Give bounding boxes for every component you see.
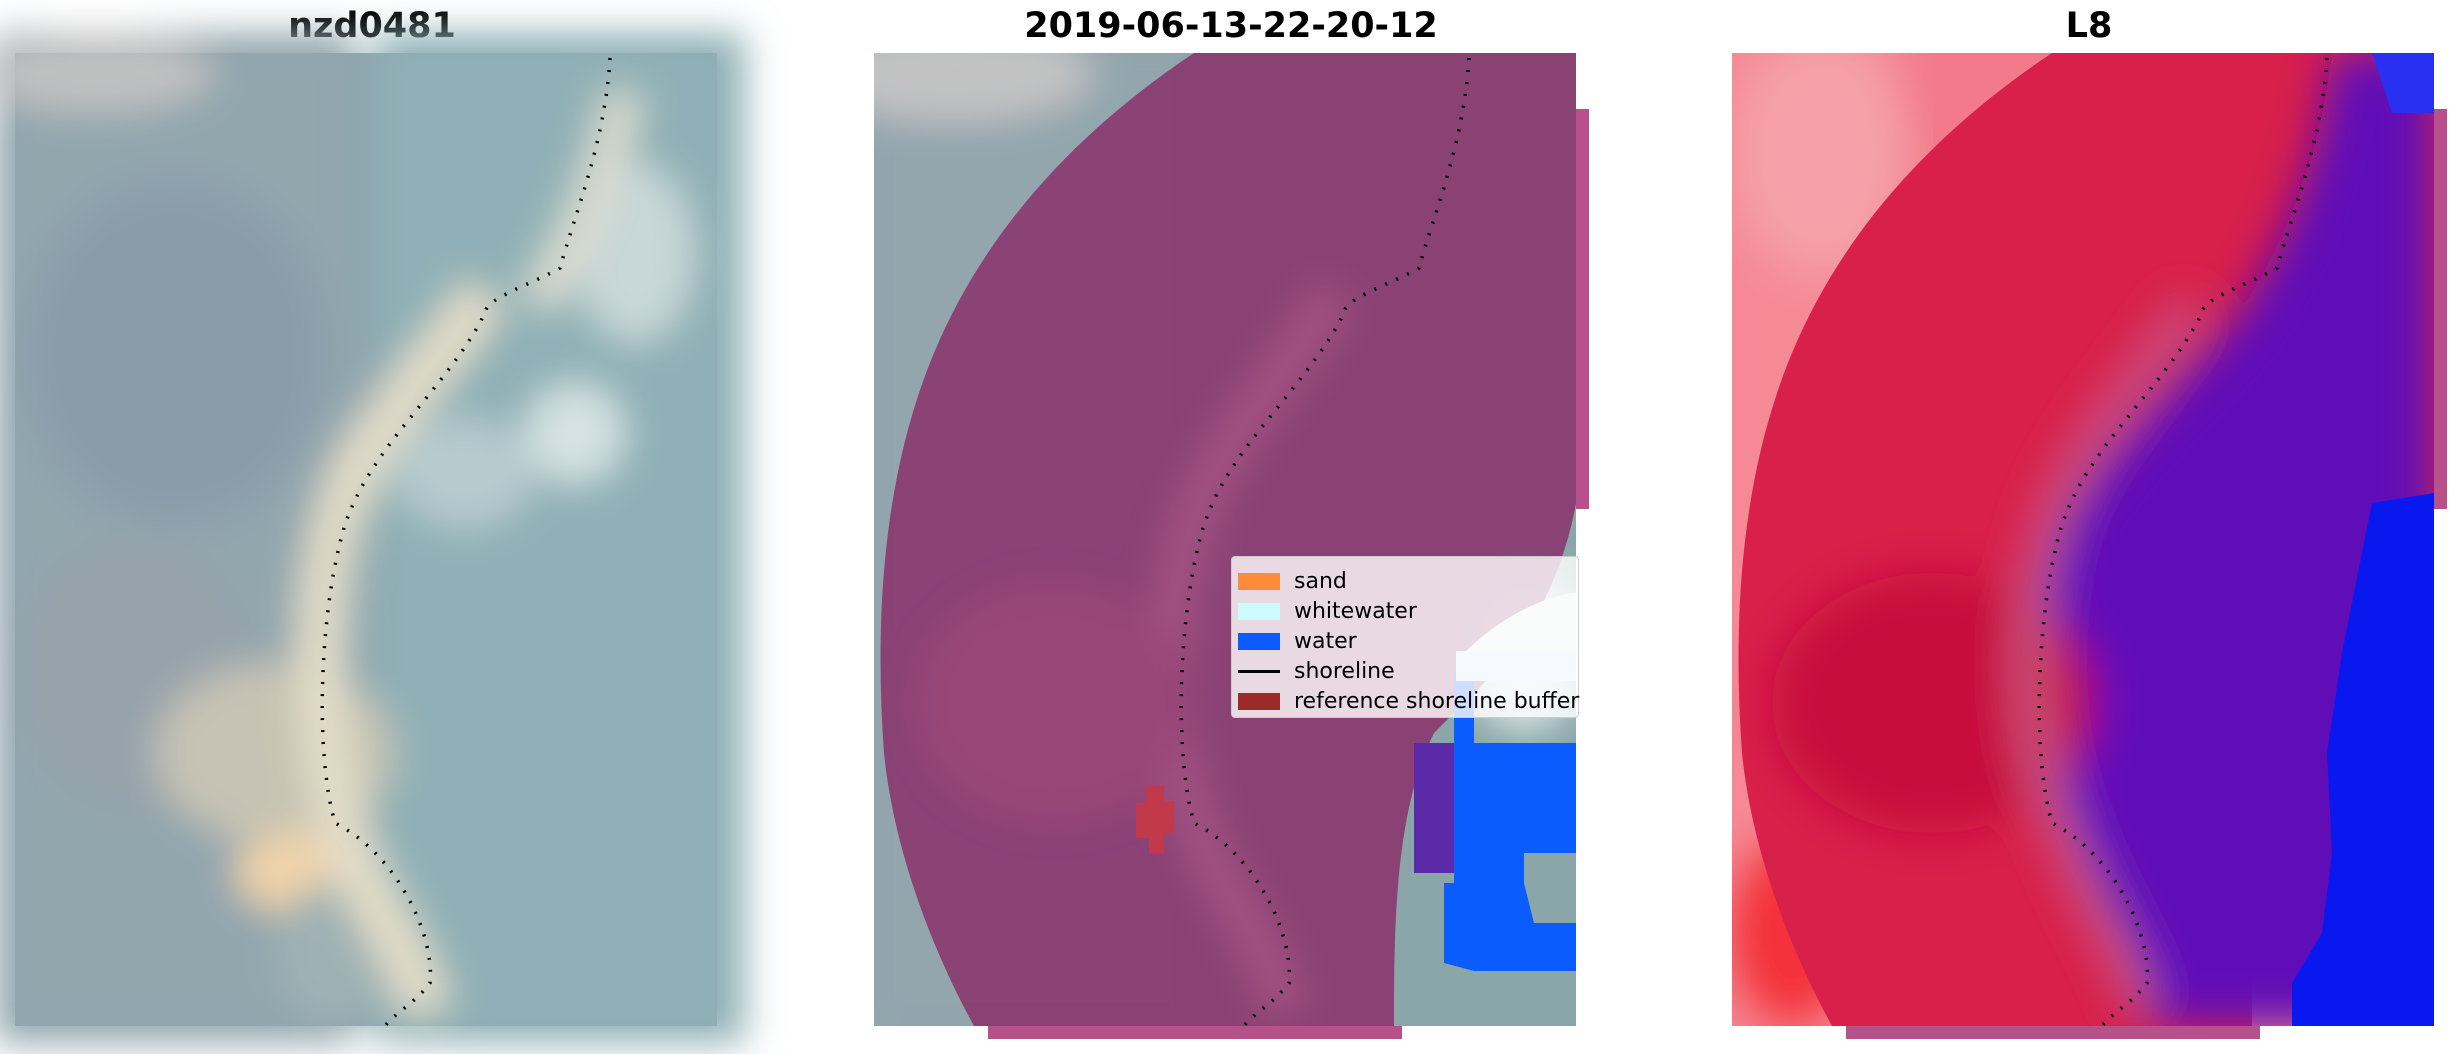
legend-item-shoreline: shoreline: [1238, 656, 1395, 686]
legend-label: sand: [1294, 568, 1347, 594]
classification-image: [874, 53, 1589, 1039]
buffer-edge-strip: [1576, 109, 1589, 509]
legend-item-reference-buffer: reference shoreline buffer: [1238, 686, 1579, 716]
index-panel: [1732, 53, 2447, 1039]
buffer-bottom-strip: [1846, 1026, 2260, 1039]
legend-label: shoreline: [1294, 658, 1395, 684]
panel-title-satellite: L8: [2065, 6, 2113, 46]
sand-swatch: [1238, 572, 1280, 590]
water-region-south: [1444, 883, 1576, 971]
water-region: [1454, 673, 1576, 923]
rgb-image-panel: [0, 33, 745, 1043]
legend-item-water: water: [1238, 626, 1357, 656]
shoreline-line-swatch: [1238, 669, 1280, 673]
whitewater-swatch: [1238, 602, 1280, 620]
buffer-edge-strip: [2434, 109, 2447, 509]
water-swatch: [1238, 632, 1280, 650]
legend-label: water: [1294, 628, 1357, 654]
index-image: [1732, 53, 2447, 1039]
reference-buffer-swatch: [1238, 692, 1280, 710]
legend-item-sand: sand: [1238, 566, 1347, 596]
legend-label: whitewater: [1294, 598, 1417, 624]
legend-item-whitewater: whitewater: [1238, 596, 1417, 626]
classification-panel: [874, 53, 1589, 1039]
legend-label: reference shoreline buffer: [1294, 688, 1580, 714]
reference-buffer-patch: [1136, 786, 1174, 853]
deep-water-index-region: [2292, 493, 2434, 1026]
legend: sand whitewater water shoreline referenc…: [1231, 556, 1579, 718]
panel-title-date: 2019-06-13-22-20-12: [1024, 6, 1438, 46]
water-buffer-overlap: [1414, 743, 1454, 873]
rgb-satellite-image: [0, 33, 745, 1043]
buffer-bottom-strip: [988, 1026, 1402, 1039]
